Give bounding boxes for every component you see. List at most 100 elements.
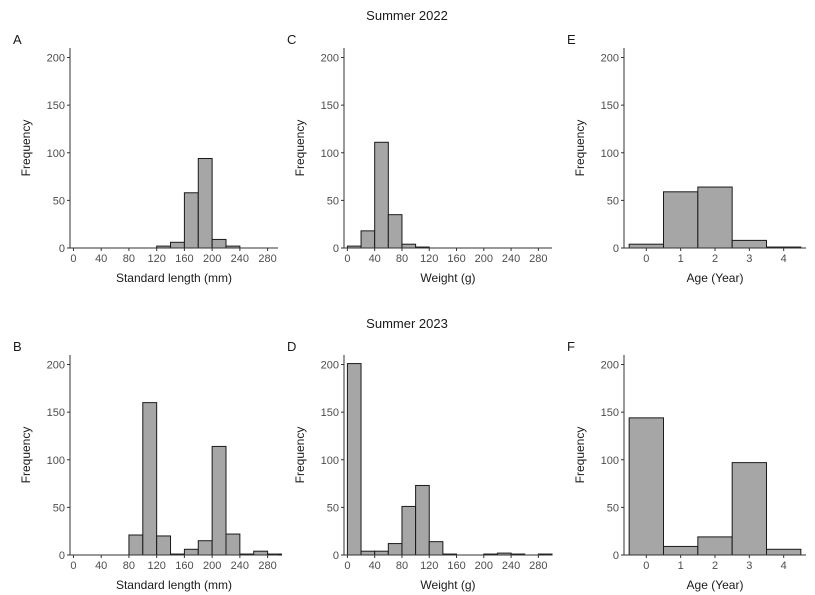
panel-label: D bbox=[287, 339, 296, 354]
y-axis-title: Frequency bbox=[293, 427, 307, 484]
y-tick-label: 50 bbox=[607, 195, 619, 207]
y-tick-label: 200 bbox=[601, 360, 619, 372]
histogram-bar bbox=[211, 238, 227, 249]
y-tick-label: 200 bbox=[47, 360, 65, 372]
histogram-bar bbox=[766, 548, 802, 556]
y-tick-label: 100 bbox=[601, 455, 619, 467]
x-tick-label: 120 bbox=[147, 253, 165, 265]
y-tick-label: 100 bbox=[601, 148, 619, 160]
x-tick-label: 4 bbox=[781, 253, 787, 265]
y-tick-label: 150 bbox=[321, 100, 339, 112]
histogram-bar bbox=[360, 230, 376, 249]
y-axis-title: Frequency bbox=[19, 427, 33, 484]
x-tick-label: 0 bbox=[70, 253, 76, 265]
x-tick-label: 120 bbox=[420, 560, 438, 572]
y-tick-label: 0 bbox=[59, 550, 65, 562]
y-axis-title: Frequency bbox=[19, 120, 33, 177]
panel-label: C bbox=[287, 32, 296, 47]
x-axis-title: Standard length (mm) bbox=[116, 271, 232, 285]
y-axis-title: Frequency bbox=[293, 120, 307, 177]
x-tick-label: 40 bbox=[95, 253, 107, 265]
x-tick-label: 0 bbox=[344, 560, 350, 572]
panel-label: F bbox=[567, 339, 575, 354]
histogram-bar bbox=[183, 192, 199, 249]
y-tick-label: 0 bbox=[333, 243, 339, 255]
x-tick-label: 200 bbox=[203, 253, 221, 265]
y-tick-label: 200 bbox=[321, 53, 339, 65]
y-tick-label: 150 bbox=[47, 100, 65, 112]
x-tick-label: 240 bbox=[231, 253, 249, 265]
y-tick-label: 50 bbox=[607, 502, 619, 514]
x-tick-label: 280 bbox=[529, 560, 547, 572]
x-tick-label: 80 bbox=[396, 253, 408, 265]
histogram-bar bbox=[211, 445, 227, 556]
histogram-bar bbox=[156, 535, 172, 556]
histogram-bar bbox=[428, 541, 444, 556]
x-tick-label: 3 bbox=[746, 560, 752, 572]
histogram-bar bbox=[697, 536, 733, 556]
y-tick-label: 50 bbox=[53, 195, 65, 207]
histogram-bar bbox=[128, 534, 144, 556]
x-tick-label: 0 bbox=[643, 253, 649, 265]
y-axis-title: Frequency bbox=[573, 427, 587, 484]
histogram-bar bbox=[697, 186, 733, 249]
x-tick-label: 160 bbox=[447, 253, 465, 265]
x-tick-label: 2 bbox=[712, 253, 718, 265]
panel-label: A bbox=[13, 32, 22, 47]
y-tick-label: 50 bbox=[327, 195, 339, 207]
panel-b: B 0 50 100 150 200 0 40 80 120 160 200 240 280 Standar… bbox=[13, 339, 282, 592]
histogram-bar bbox=[628, 243, 664, 249]
panel-label: E bbox=[567, 32, 576, 47]
x-tick-label: 160 bbox=[447, 560, 465, 572]
y-tick-label: 50 bbox=[53, 502, 65, 514]
histogram-bar bbox=[197, 157, 213, 249]
histogram-bar bbox=[387, 543, 403, 556]
y-tick-label: 200 bbox=[321, 360, 339, 372]
histogram-bar bbox=[374, 141, 389, 249]
panel-e: E 0 50 100 150 200 0 1 2 3 4 Age (Year) Frequency bbox=[567, 32, 806, 285]
x-tick-label: 200 bbox=[203, 560, 221, 572]
x-tick-label: 80 bbox=[396, 560, 408, 572]
y-tick-label: 150 bbox=[601, 407, 619, 419]
x-tick-label: 120 bbox=[147, 560, 165, 572]
panel-f: F 0 50 100 150 200 0 1 2 3 4 Age (Year) Frequency bbox=[567, 339, 806, 592]
panel-label: B bbox=[13, 339, 22, 354]
x-tick-label: 280 bbox=[529, 253, 547, 265]
y-tick-label: 150 bbox=[601, 100, 619, 112]
y-tick-label: 100 bbox=[47, 148, 65, 160]
y-tick-label: 0 bbox=[613, 550, 619, 562]
y-tick-label: 0 bbox=[59, 243, 65, 255]
y-tick-label: 50 bbox=[327, 502, 339, 514]
y-tick-label: 100 bbox=[47, 455, 65, 467]
histogram-bar bbox=[360, 550, 376, 556]
x-axis-title: Weight (g) bbox=[420, 578, 475, 592]
x-tick-label: 200 bbox=[475, 560, 493, 572]
x-tick-label: 1 bbox=[678, 253, 684, 265]
histogram-bar bbox=[628, 417, 664, 556]
x-tick-label: 120 bbox=[420, 253, 438, 265]
y-tick-label: 150 bbox=[321, 407, 339, 419]
y-tick-label: 200 bbox=[601, 53, 619, 65]
x-tick-label: 160 bbox=[175, 253, 193, 265]
y-tick-label: 0 bbox=[613, 243, 619, 255]
x-tick-label: 240 bbox=[231, 560, 249, 572]
histogram-bar bbox=[170, 241, 185, 249]
row-title-2023: Summer 2023 bbox=[366, 316, 448, 331]
panel-c: C 0 50 100 150 200 0 40 80 120 160 200 240 280 Weight … bbox=[287, 32, 552, 285]
y-axis-title: Frequency bbox=[573, 120, 587, 177]
y-tick-label: 100 bbox=[321, 148, 339, 160]
x-axis-title: Weight (g) bbox=[420, 271, 475, 285]
x-tick-label: 80 bbox=[123, 560, 135, 572]
histogram-bar bbox=[142, 402, 158, 556]
y-tick-label: 200 bbox=[47, 53, 65, 65]
x-tick-label: 4 bbox=[781, 560, 787, 572]
x-tick-label: 240 bbox=[502, 560, 520, 572]
x-tick-label: 0 bbox=[643, 560, 649, 572]
histogram-bar bbox=[401, 505, 417, 556]
x-tick-label: 40 bbox=[369, 253, 381, 265]
row-title-2022: Summer 2022 bbox=[366, 8, 448, 23]
histogram-bar bbox=[415, 484, 430, 556]
x-tick-label: 0 bbox=[344, 253, 350, 265]
